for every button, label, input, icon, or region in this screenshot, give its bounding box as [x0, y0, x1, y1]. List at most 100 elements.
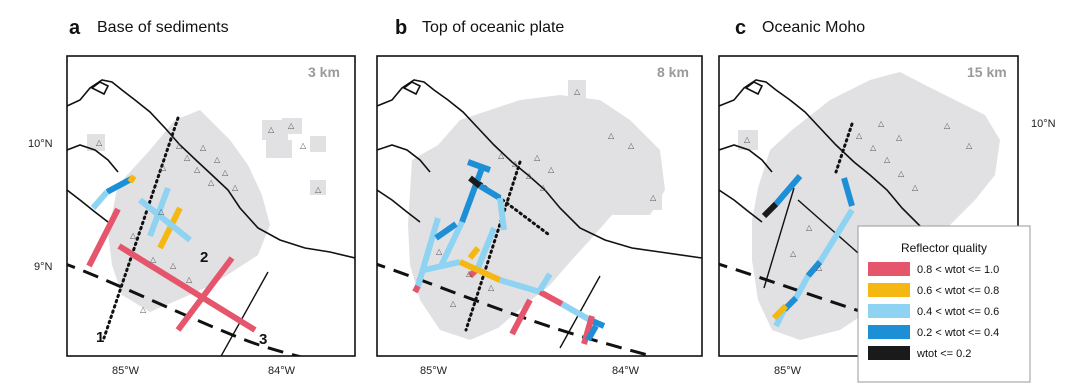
- reflector-segment: [437, 220, 465, 270]
- station-marker: △: [884, 155, 891, 164]
- legend-swatch: [868, 283, 910, 297]
- panel-c-label: c: [735, 17, 746, 39]
- station-marker: △: [526, 171, 533, 180]
- station-marker: △: [214, 155, 221, 164]
- station-marker: △: [268, 125, 275, 134]
- reflector-segment: [537, 272, 553, 292]
- station-marker: △: [140, 305, 147, 314]
- reflector-segment: [805, 260, 823, 278]
- reflector-segment: [468, 175, 482, 189]
- station-marker: △: [512, 159, 519, 168]
- station-marker: △: [540, 183, 547, 192]
- panel-a-depth: 3 km: [308, 64, 340, 80]
- legend-title: Reflector quality: [901, 241, 987, 255]
- reflector-segment: [412, 284, 421, 294]
- station-marker: △: [856, 131, 863, 140]
- legend-label: 0.8 < wtot <= 1.0: [917, 264, 999, 276]
- station-marker: △: [315, 185, 322, 194]
- station-marker: △: [534, 153, 541, 162]
- reflector-segment: [458, 259, 502, 283]
- station-marker: △: [208, 178, 215, 187]
- panel-c-stations: △ △ △ △ △ △ △ △ △ △ △ △ △: [744, 119, 973, 272]
- panel-b-stations: △ △ △ △ △ △ △ △ △ △ △ △ △ △: [436, 87, 657, 308]
- station-marker: △: [790, 249, 797, 258]
- legend-items: 0.8 < wtot <= 1.0 0.6 < wtot <= 0.8 0.4 < …: [868, 262, 999, 360]
- lon-tick-85w: 85°W: [112, 365, 140, 377]
- station-marker: △: [232, 183, 239, 192]
- panel-c-map: △ △ △ △ △ △ △ △ △ △ △ △ △: [719, 72, 1018, 356]
- panel-b-title: Top of oceanic plate: [422, 19, 564, 36]
- reflector-segment: [793, 274, 811, 300]
- reflector-segment: [509, 298, 533, 336]
- station-marker: △: [650, 193, 657, 202]
- station-marker: △: [150, 255, 157, 264]
- legend-swatch: [868, 304, 910, 318]
- reflector-segment: [478, 183, 502, 201]
- station-marker: △: [744, 135, 751, 144]
- reflector-segment: [466, 159, 492, 173]
- station-marker: △: [200, 143, 207, 152]
- legend-label: 0.6 < wtot <= 0.8: [917, 285, 999, 297]
- legend-label: wtot <= 0.2: [916, 348, 971, 360]
- station-marker: △: [184, 153, 191, 162]
- station-marker: △: [628, 141, 635, 150]
- panel-a-stations: △ △ △ △ △ △ △ △ △ △ △ △ △ △ △ △ △ △ △ △: [96, 121, 322, 314]
- panel-c-title: Oceanic Moho: [762, 19, 865, 36]
- station-marker: △: [158, 207, 165, 216]
- station-marker: △: [944, 121, 951, 130]
- panel-a-frame: [66, 55, 356, 357]
- reflector-segment: [841, 177, 855, 207]
- station-marker: △: [608, 131, 615, 140]
- line-number-2: 2: [200, 249, 208, 266]
- station-marker: △: [170, 261, 177, 270]
- reflector-segment: [497, 197, 507, 231]
- station-marker: △: [574, 87, 581, 96]
- station-marker: △: [898, 169, 905, 178]
- station-marker: △: [498, 151, 505, 160]
- lon-tick-84w-b: 84°W: [612, 365, 640, 377]
- panel-c-depth: 15 km: [967, 64, 1007, 80]
- station-marker: △: [450, 299, 457, 308]
- panel-a-reflectors: [86, 174, 257, 333]
- reflector-segment: [817, 208, 855, 264]
- reflector-segment: [175, 256, 235, 332]
- station-marker: △: [176, 141, 183, 150]
- panel-a-coastline: [67, 79, 355, 259]
- station-marker: △: [222, 168, 229, 177]
- lat-tick-10n-c: 10°N: [1031, 118, 1056, 130]
- station-marker: △: [186, 275, 193, 284]
- reflector-segment: [585, 324, 599, 342]
- panel-c-profile-line-1: [763, 187, 795, 289]
- legend-swatch: [868, 262, 910, 276]
- station-marker: △: [966, 141, 973, 150]
- panel-c-reflectors: [761, 174, 855, 328]
- station-marker: △: [194, 165, 201, 174]
- reflector-segment: [560, 301, 592, 323]
- reflector-segment: [538, 289, 564, 307]
- reflector-segment: [423, 259, 461, 273]
- legend-label: 0.4 < wtot <= 0.6: [917, 306, 999, 318]
- station-marker: △: [466, 269, 473, 278]
- reflector-segment: [90, 190, 110, 210]
- station-marker: △: [806, 223, 813, 232]
- reflector-segment: [499, 277, 541, 295]
- station-marker: △: [878, 119, 885, 128]
- lon-tick-85w-b: 85°W: [420, 365, 448, 377]
- panel-b-depth: 8 km: [657, 64, 689, 80]
- panel-a-dotted-profile: [102, 116, 180, 340]
- panel-b-frame: [376, 55, 703, 357]
- station-marker: △: [436, 247, 443, 256]
- reflector-segment: [773, 174, 803, 206]
- reflector-segment: [138, 197, 192, 243]
- station-marker: △: [870, 143, 877, 152]
- reflector-segment: [475, 226, 497, 270]
- panel-b-label: b: [395, 17, 407, 39]
- panel-b-reflectors: [412, 159, 606, 345]
- panel-c-dotted-profile: [834, 122, 854, 174]
- line-number-1: 1: [96, 329, 104, 346]
- station-marker: △: [548, 165, 555, 174]
- reflector-segment: [127, 174, 137, 184]
- reflector-segment: [771, 303, 789, 321]
- legend-swatch: [868, 346, 910, 360]
